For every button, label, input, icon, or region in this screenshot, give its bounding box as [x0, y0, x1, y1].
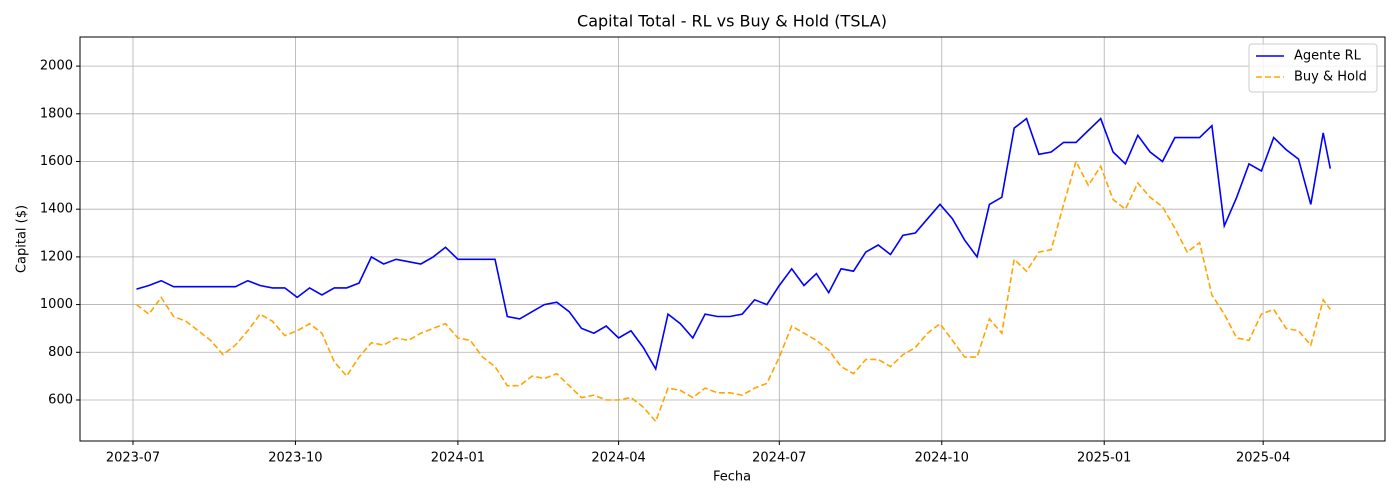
chart-title: Capital Total - RL vs Buy & Hold (TSLA): [577, 12, 887, 31]
x-tick-label: 2025-01: [1077, 451, 1131, 466]
y-tick-label: 800: [48, 345, 73, 360]
legend-label: Agente RL: [1294, 49, 1362, 64]
y-tick-label: 1000: [40, 297, 73, 312]
y-tick-label: 600: [48, 392, 73, 407]
y-tick-label: 1600: [40, 154, 73, 169]
x-tick-label: 2024-07: [752, 451, 806, 466]
x-tick-label: 2025-04: [1236, 451, 1290, 466]
legend-label: Buy & Hold: [1294, 70, 1367, 85]
x-tick-label: 2024-10: [915, 451, 969, 466]
x-tick-label: 2024-01: [431, 451, 485, 466]
x-tick-label: 2024-04: [591, 451, 645, 466]
series-line: [136, 117, 1332, 372]
series-line: [136, 159, 1331, 423]
x-tick-label: 2023-10: [268, 451, 322, 466]
plot-frame: [79, 36, 1386, 442]
y-tick-label: 1400: [40, 202, 73, 217]
y-tick-label: 2000: [40, 59, 73, 74]
y-tick-label: 1800: [40, 106, 73, 121]
y-tick-label: 1200: [40, 249, 73, 264]
y-axis-label: Capital ($): [15, 205, 30, 273]
x-tick-label: 2023-07: [106, 451, 160, 466]
x-axis-label: Fecha: [713, 470, 751, 485]
